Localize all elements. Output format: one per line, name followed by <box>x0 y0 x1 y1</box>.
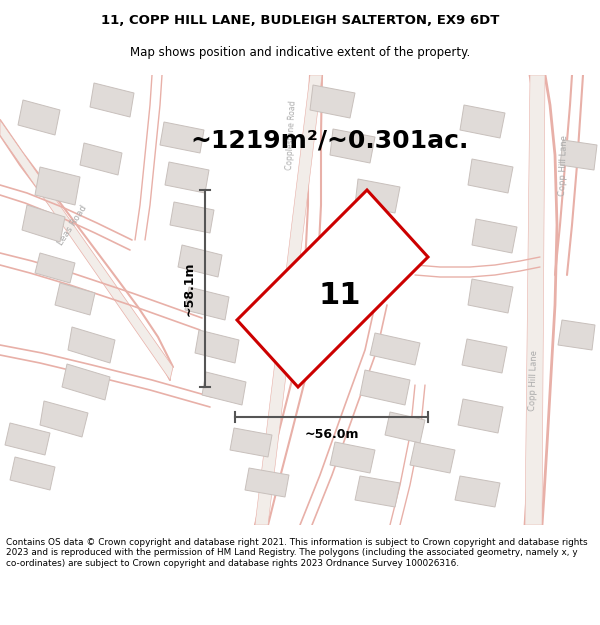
Polygon shape <box>468 279 513 313</box>
Polygon shape <box>410 442 455 473</box>
Polygon shape <box>458 399 503 433</box>
Polygon shape <box>5 423 50 455</box>
Polygon shape <box>68 327 115 363</box>
Polygon shape <box>40 401 88 437</box>
Polygon shape <box>80 143 122 175</box>
Text: ~58.1m: ~58.1m <box>182 261 196 316</box>
Polygon shape <box>255 75 322 525</box>
Text: Map shows position and indicative extent of the property.: Map shows position and indicative extent… <box>130 46 470 59</box>
Polygon shape <box>360 370 410 405</box>
Polygon shape <box>330 442 375 473</box>
Polygon shape <box>195 330 239 363</box>
Polygon shape <box>237 190 428 387</box>
Polygon shape <box>35 167 80 205</box>
Polygon shape <box>455 476 500 507</box>
Polygon shape <box>0 120 173 380</box>
Polygon shape <box>355 476 400 507</box>
Polygon shape <box>558 320 595 350</box>
Polygon shape <box>245 468 289 497</box>
Polygon shape <box>62 364 110 400</box>
Polygon shape <box>525 75 545 525</box>
Polygon shape <box>460 105 505 138</box>
Text: 11, COPP HILL LANE, BUDLEIGH SALTERTON, EX9 6DT: 11, COPP HILL LANE, BUDLEIGH SALTERTON, … <box>101 14 499 28</box>
Polygon shape <box>55 283 95 315</box>
Polygon shape <box>160 122 204 153</box>
Text: ~1219m²/~0.301ac.: ~1219m²/~0.301ac. <box>191 128 469 152</box>
Polygon shape <box>178 245 222 277</box>
Polygon shape <box>22 205 65 242</box>
Text: Leas Road: Leas Road <box>56 203 88 247</box>
Polygon shape <box>185 287 229 320</box>
Polygon shape <box>10 457 55 490</box>
Polygon shape <box>90 83 134 117</box>
Text: Copp Hill Lane: Copp Hill Lane <box>559 134 569 196</box>
Polygon shape <box>330 129 375 163</box>
Polygon shape <box>462 339 507 373</box>
Polygon shape <box>472 219 517 253</box>
Polygon shape <box>370 333 420 365</box>
Polygon shape <box>468 159 513 193</box>
Polygon shape <box>560 140 597 170</box>
Polygon shape <box>230 428 272 457</box>
Polygon shape <box>35 253 75 283</box>
Polygon shape <box>355 179 400 213</box>
Polygon shape <box>165 162 209 193</box>
Polygon shape <box>18 100 60 135</box>
Polygon shape <box>340 229 387 263</box>
Polygon shape <box>385 412 425 443</box>
Text: 11: 11 <box>319 281 361 309</box>
Polygon shape <box>202 372 246 405</box>
Polygon shape <box>170 202 214 233</box>
Text: Contains OS data © Crown copyright and database right 2021. This information is : Contains OS data © Crown copyright and d… <box>6 538 587 568</box>
Polygon shape <box>310 85 355 118</box>
Text: ~56.0m: ~56.0m <box>304 429 359 441</box>
Text: Copp Hill Lane: Copp Hill Lane <box>529 349 539 411</box>
Text: Copplestone Road: Copplestone Road <box>284 100 298 170</box>
